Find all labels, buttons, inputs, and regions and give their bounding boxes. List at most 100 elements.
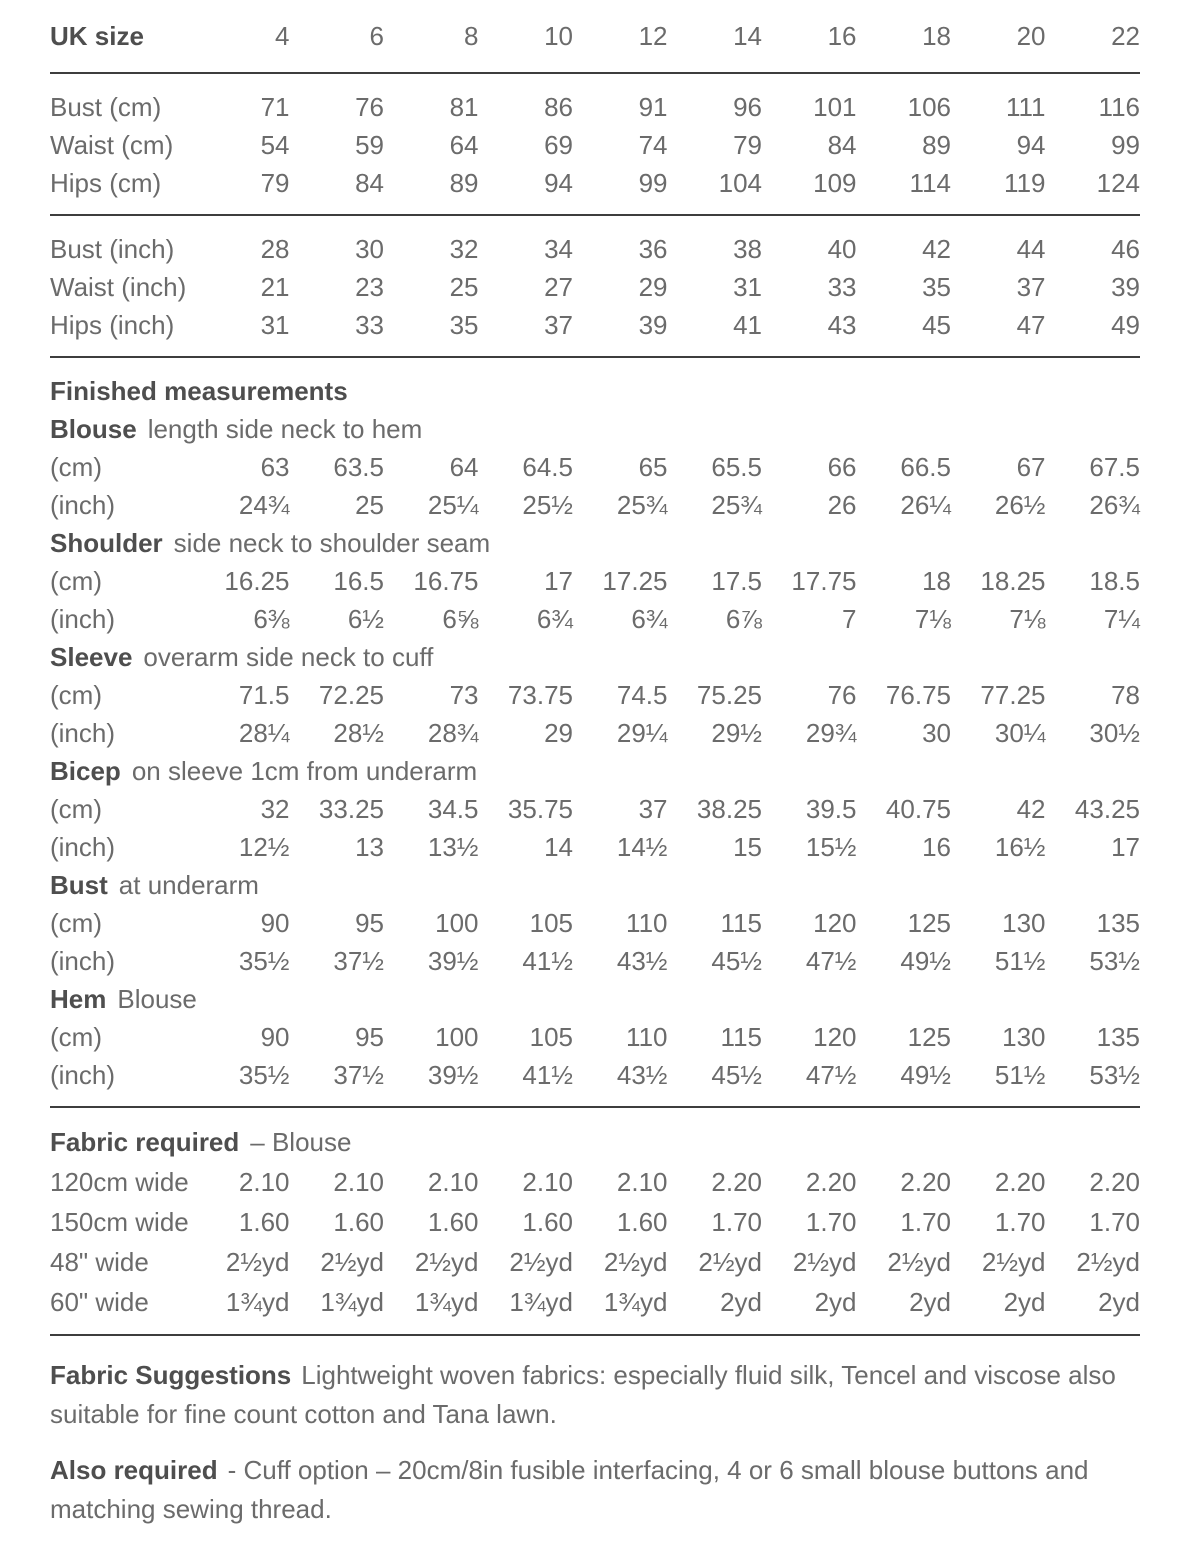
finished-inch-row-value: 37½: [333, 1060, 384, 1090]
finished-cm-row-value: 125: [907, 1022, 951, 1052]
finished-cm-row-value: 17.5: [711, 566, 762, 596]
finished-cm-row-value: 135: [1096, 908, 1140, 938]
finished-inch-row-value: 13½: [427, 832, 479, 862]
finished-cm-row: (cm) 90 95 100 105 110 115 120 125 130 135: [50, 904, 1140, 942]
finished-cm-row-value: 63.5: [333, 452, 384, 482]
finished-cm-row-value: 38.25: [696, 794, 762, 824]
finished-inch-row-value: 26¾: [1089, 490, 1140, 520]
body-measurement-cm-row-value: 94: [1016, 130, 1046, 160]
measurement-section-heading: Bicep on sleeve 1cm from underarm: [50, 752, 1140, 790]
finished-inch-row-value: 6⅞: [725, 604, 762, 634]
finished-inch-row-value: 28½: [333, 718, 384, 748]
finished-cm-row-label: (cm): [50, 452, 102, 482]
finished-inch-row-value: 14: [544, 832, 573, 862]
fabric-row-value: 2½yd: [509, 1247, 573, 1277]
body-measurement-cm-row-value: 91: [638, 92, 668, 122]
body-measurement-inch-row: Waist (inch) 21 23 25 27 29 31 33 35 37 39: [50, 268, 1140, 306]
finished-cm-row-value: 64.5: [522, 452, 573, 482]
finished-cm-row-value: 67.5: [1089, 452, 1140, 482]
measurement-description: length side neck to hem: [147, 414, 423, 444]
finished-inch-row-value: 7⅛: [914, 604, 951, 634]
finished-cm-row-value: 17: [544, 566, 573, 596]
body-measurement-cm-row-value: 94: [544, 168, 573, 198]
body-measurement-inch-row-value: 32: [449, 234, 479, 264]
finished-inch-row-value: 26¼: [900, 490, 951, 520]
finished-inch-row-value: 39½: [427, 946, 479, 976]
note-paragraph: Also required - Cuff option – 20cm/8in fu…: [50, 1451, 1140, 1529]
finished-cm-row-value: 65: [638, 452, 668, 482]
measurement-section-heading: Blouse length side neck to hem: [50, 410, 1140, 448]
finished-cm-row-value: 90: [260, 1022, 290, 1052]
body-measurement-cm-row-value: 109: [813, 168, 857, 198]
fabric-row-value: 2.20: [805, 1167, 857, 1197]
finished-inch-row-label: (inch): [50, 832, 116, 862]
finished-inch-row-value: 37½: [333, 946, 384, 976]
uk-size-row-value: 6: [369, 21, 384, 51]
fabric-row-value: 1¾yd: [414, 1287, 479, 1317]
body-measurement-cm-row-value: 89: [922, 130, 951, 160]
body-measurement-inch-row-value: 37: [544, 310, 573, 340]
measurement-name: Bicep: [50, 756, 121, 786]
body-measurement-cm-row-value: 96: [733, 92, 762, 122]
fabric-row-value: 2.20: [1089, 1167, 1140, 1197]
body-measurement-cm-row-label: Hips (cm): [50, 168, 162, 198]
body-measurement-cm-row: Bust (cm) 71 76 81 86 91 96 101 106 111 116: [50, 88, 1140, 126]
finished-inch-row-value: 24¾: [238, 490, 290, 520]
note-heading: Also required: [50, 1455, 218, 1485]
body-measurement-cm-row-value: 119: [1004, 168, 1046, 198]
finished-cm-row-value: 95: [355, 1022, 384, 1052]
body-measurement-inch-row-value: 44: [1016, 234, 1046, 264]
body-measurement-cm-row-value: 69: [544, 130, 573, 160]
finished-inch-row-value: 17: [1111, 832, 1140, 862]
body-measurement-inch-row-label: Bust (inch): [50, 234, 175, 264]
fabric-row-value: 1.60: [616, 1207, 668, 1237]
fabric-required-title: Fabric required – Blouse: [50, 1122, 1140, 1162]
finished-cm-row-label: (cm): [50, 908, 102, 938]
body-measurement-inch-row-value: 36: [638, 234, 668, 264]
finished-cm-row: (cm) 32 33.25 34.5 35.75 37 38.25 39.5 40.75 42 43…: [50, 790, 1140, 828]
finished-cm-row-value: 110: [626, 1022, 668, 1052]
measurement-name: Shoulder: [50, 528, 163, 558]
divider-rule: [50, 214, 1140, 216]
body-measurement-cm-row-value: 106: [907, 92, 951, 122]
finished-cm-row: (cm) 90 95 100 105 110 115 120 125 130 135: [50, 1018, 1140, 1056]
fabric-row-value: 1.60: [427, 1207, 479, 1237]
finished-measurements-title: Finished measurements: [50, 376, 348, 406]
finished-cm-row-value: 130: [1002, 1022, 1046, 1052]
fabric-row-value: 2.10: [333, 1167, 384, 1197]
finished-cm-row-value: 75.25: [696, 680, 762, 710]
measurement-name: Hem: [50, 984, 107, 1014]
finished-inch-row-value: 53½: [1089, 1060, 1140, 1090]
finished-inch-row-value: 6¾: [631, 604, 668, 634]
finished-inch-row: (inch) 12½ 13 13½ 14 14½ 15 15½ 16 16½ 17: [50, 828, 1140, 866]
body-measurement-inch-row-value: 27: [544, 272, 573, 302]
measurement-name: Sleeve: [50, 642, 133, 672]
finished-inch-row-value: 6½: [347, 604, 384, 634]
finished-cm-row-value: 78: [1111, 680, 1140, 710]
fabric-row-value: 1¾yd: [509, 1287, 573, 1317]
finished-cm-row-value: 42: [1016, 794, 1046, 824]
body-measurement-cm-row-value: 86: [544, 92, 573, 122]
finished-cm-row-value: 16.25: [224, 566, 290, 596]
finished-inch-row-label: (inch): [50, 718, 116, 748]
measurement-description: at underarm: [118, 870, 259, 900]
finished-cm-row-value: 16.75: [413, 566, 479, 596]
finished-cm-row-value: 34.5: [427, 794, 479, 824]
finished-inch-row-value: 26: [827, 490, 857, 520]
finished-cm-row-value: 125: [907, 908, 951, 938]
finished-cm-row-value: 33.25: [318, 794, 384, 824]
body-measurement-cm-row-value: 79: [733, 130, 762, 160]
body-measurement-inch-row-label: Waist (inch): [50, 272, 187, 302]
body-measurement-cm-row-value: 79: [260, 168, 290, 198]
fabric-row-value: 2.20: [994, 1167, 1046, 1197]
fabric-row: 150cm wide 1.60 1.60 1.60 1.60 1.60 1.70 1.70 1.…: [50, 1202, 1140, 1242]
finished-cm-row-value: 72.25: [318, 680, 384, 710]
finished-cm-row-value: 90: [260, 908, 290, 938]
finished-inch-row-value: 49½: [900, 1060, 951, 1090]
body-measurement-inch-row-label: Hips (inch): [50, 310, 175, 340]
finished-inch-row-label: (inch): [50, 490, 116, 520]
body-measurement-inch-row-value: 23: [355, 272, 384, 302]
fabric-row-value: 2.20: [900, 1167, 951, 1197]
note-heading: Fabric Suggestions: [50, 1360, 292, 1390]
finished-cm-row-value: 17.25: [602, 566, 668, 596]
